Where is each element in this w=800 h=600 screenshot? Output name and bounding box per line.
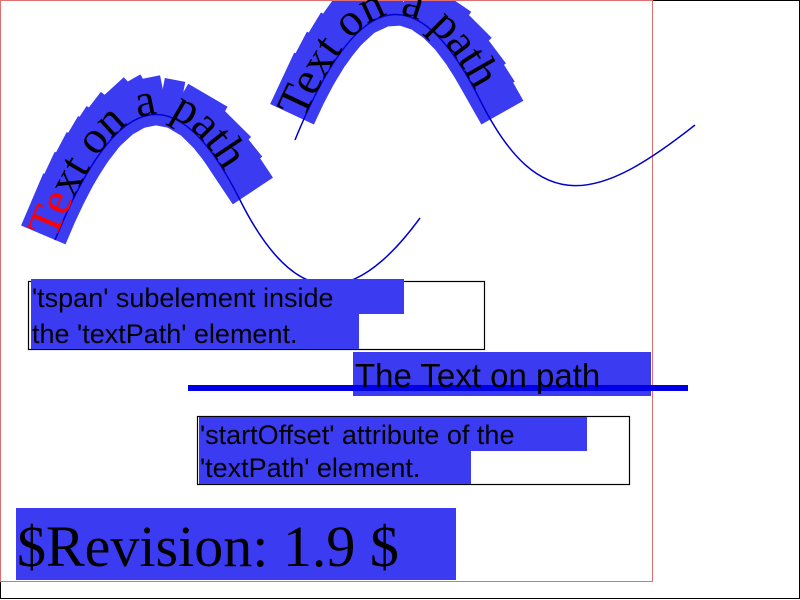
offset-note-line1: 'startOffset' attribute of the [200, 420, 514, 450]
tspan-note: 'tspan' subelement inside the 'textPath'… [27, 279, 486, 351]
revision-label: $Revision: 1.9 $ [16, 508, 456, 580]
straight-path-group: The Text on path [188, 352, 688, 396]
glyph-highlight-box [324, 0, 396, 49]
offset-note-box [196, 415, 631, 486]
tspan-note-line1: 'tspan' subelement inside [32, 283, 334, 313]
glyph-highlight-layer [21, 0, 524, 245]
tspan-note-line2: the 'textPath' element. [32, 319, 297, 349]
offset-note-highlight-1 [199, 417, 587, 451]
revision-highlight [16, 508, 456, 580]
lower-path-textpath: Text on a path [17, 73, 258, 244]
tspan-note-highlight-2 [31, 314, 359, 349]
lower-path-text: Text on a path [17, 73, 258, 244]
reference-border [0, 0, 653, 582]
straight-path-text: The Text on path [355, 357, 600, 394]
revision-text: $Revision: 1.9 $ [17, 514, 399, 579]
glyph-highlight-box [453, 52, 524, 125]
offset-note: 'startOffset' attribute of the 'textPath… [196, 415, 631, 486]
glyph-highlight-box [202, 131, 273, 205]
tspan-note-highlight-1 [31, 279, 404, 314]
offset-note-line2: 'textPath' element. [200, 453, 420, 483]
offset-note-highlight-2 [199, 451, 471, 484]
